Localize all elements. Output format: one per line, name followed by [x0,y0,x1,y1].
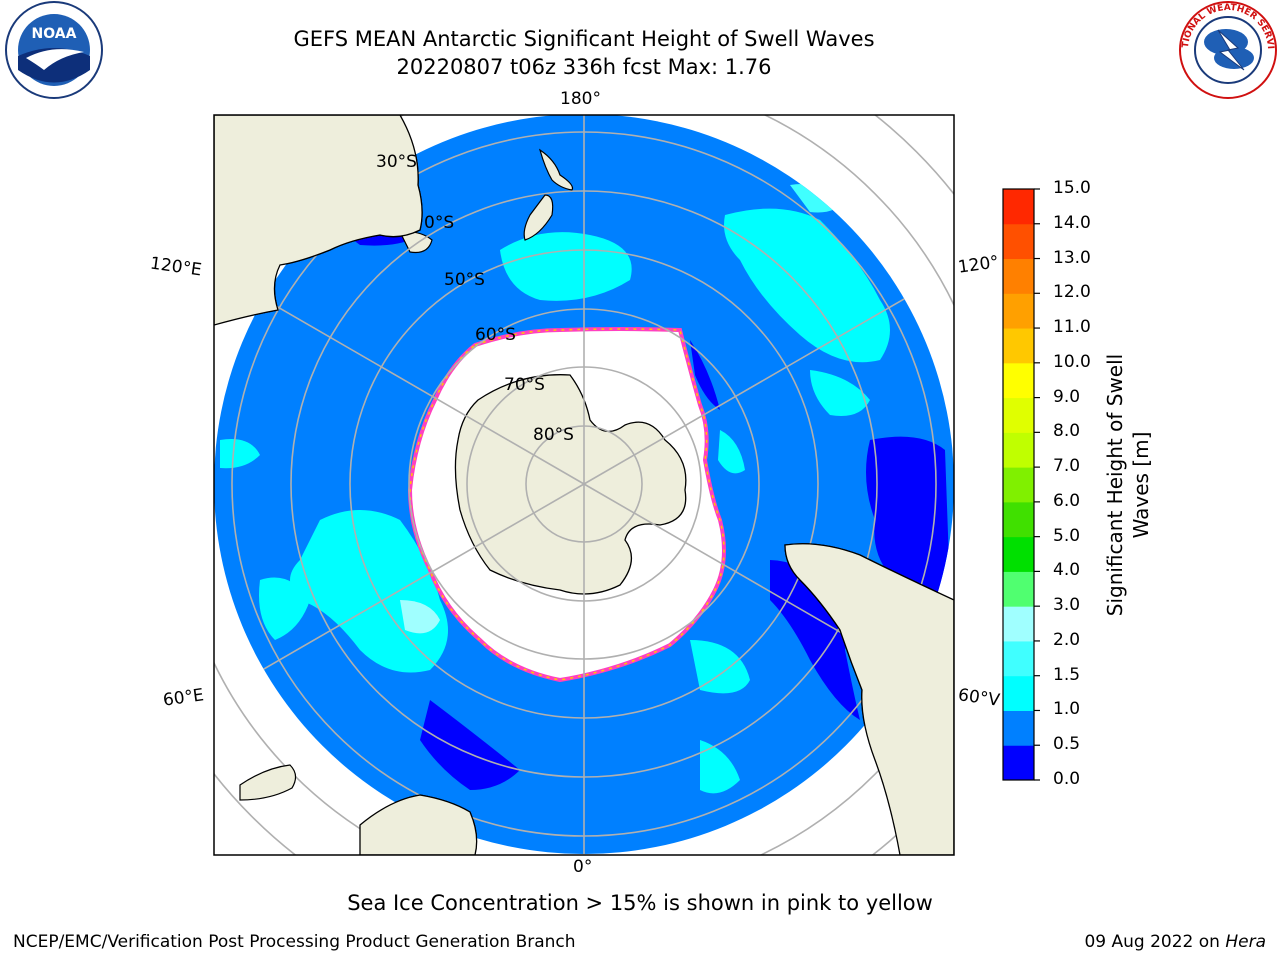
colorbar-segment [1003,328,1034,364]
lat-label-80s: 80°S [533,425,574,445]
swell-area [690,640,750,694]
swell-area [259,577,310,640]
south-america-outer [784,543,954,855]
africa-outer [359,794,478,855]
colorbar-segment [1003,571,1034,607]
colorbar-tick-label: 6.0 [1053,490,1081,511]
noaa-text: NOAA [32,26,77,42]
colorbar-tick-label: 10.0 [1053,351,1091,372]
swell-area [724,208,890,363]
chart-subtitle: 20220807 t06z 336h fcst Max: 1.76 [396,55,772,79]
colorbar-segment [1003,467,1034,503]
chart-title: GEFS MEAN Antarctic Significant Height o… [293,27,875,51]
footer-credit: NCEP/EMC/Verification Post Processing Pr… [13,932,576,952]
lat-label-50s: 50°S [444,270,485,290]
colorbar-segment [1003,501,1034,538]
colorbar-tick-label: 1.0 [1053,699,1081,720]
low-swell-area [420,700,520,790]
colorbar-segment [1003,675,1034,711]
colorbar-segment [1003,397,1034,433]
colorbar [1003,188,1040,781]
colorbar-segment [1003,606,1034,642]
antarctica [454,374,687,595]
swell-area [400,600,440,634]
swell-area [220,439,260,469]
colorbar-tick-label: 9.0 [1053,386,1081,407]
colorbar-tick-label: 13.0 [1053,247,1091,268]
colorbar-segment [1003,362,1034,399]
lat-label-70s: 70°S [504,375,545,395]
low-swell-area [770,560,860,720]
colorbar-segment [1003,189,1034,225]
colorbar-title: Significant Height of Swell Waves [m] [1103,353,1153,617]
colorbar-segment [1003,432,1034,468]
lat-label-30s: 30°S [376,152,417,172]
colorbar-tick-label: 4.0 [1053,560,1081,581]
australia-outer [214,115,423,326]
swell-area [718,430,745,474]
colorbar-tick-label: 15.0 [1053,178,1091,198]
footer-date-text: 09 Aug 2022 on [1084,932,1226,952]
nws-logo: NATIONAL WEATHER SERVICE [1178,0,1277,99]
sea-ice-note: Sea Ice Concentration > 15% is shown in … [347,891,933,915]
colorbar-segment [1003,640,1034,677]
colorbar-segment [1003,223,1034,260]
madagascar-outer [239,764,297,801]
colorbar-tick-label: 0.5 [1053,734,1081,755]
swell-area [810,370,870,416]
footer-host: Hera [1225,932,1266,952]
colorbar-segment [1003,258,1034,294]
colorbar-tick-label: 3.0 [1053,595,1081,616]
colorbar-tick-label: 14.0 [1053,212,1091,233]
colorbar-segment [1003,710,1034,746]
lon-label-180: 180° [560,89,601,109]
colorbar-outline [1002,188,1035,781]
colorbar-tick-label: 7.0 [1053,456,1081,477]
swell-area [500,232,632,301]
colorbar-tick-label: 1.5 [1053,664,1081,685]
low-swell-area [690,340,720,410]
colorbar-tick-label: 0.0 [1053,769,1081,789]
noaa-logo: NOAA [5,1,103,99]
new-zealand-north [538,148,574,191]
lon-label-0: 0° [573,857,593,877]
colorbar-segment [1003,536,1034,572]
colorbar-tick-label: 11.0 [1053,317,1091,338]
swell-area [700,740,740,794]
new-zealand-south [523,194,554,241]
colorbar-tick-label: 2.0 [1053,629,1081,650]
colorbar-segment [1003,745,1034,781]
lat-label-60s: 60°S [475,325,516,345]
colorbar-tick-label: 5.0 [1053,525,1081,546]
colorbar-segment [1003,293,1034,329]
colorbar-tick-label: 12.0 [1053,282,1091,303]
colorbar-tick-label: 8.0 [1053,421,1081,442]
swell-area [290,510,448,673]
footer-date: 09 Aug 2022 on Hera [1084,932,1266,952]
lat-label-40s: 0°S [424,213,455,233]
map-frame [213,114,955,856]
